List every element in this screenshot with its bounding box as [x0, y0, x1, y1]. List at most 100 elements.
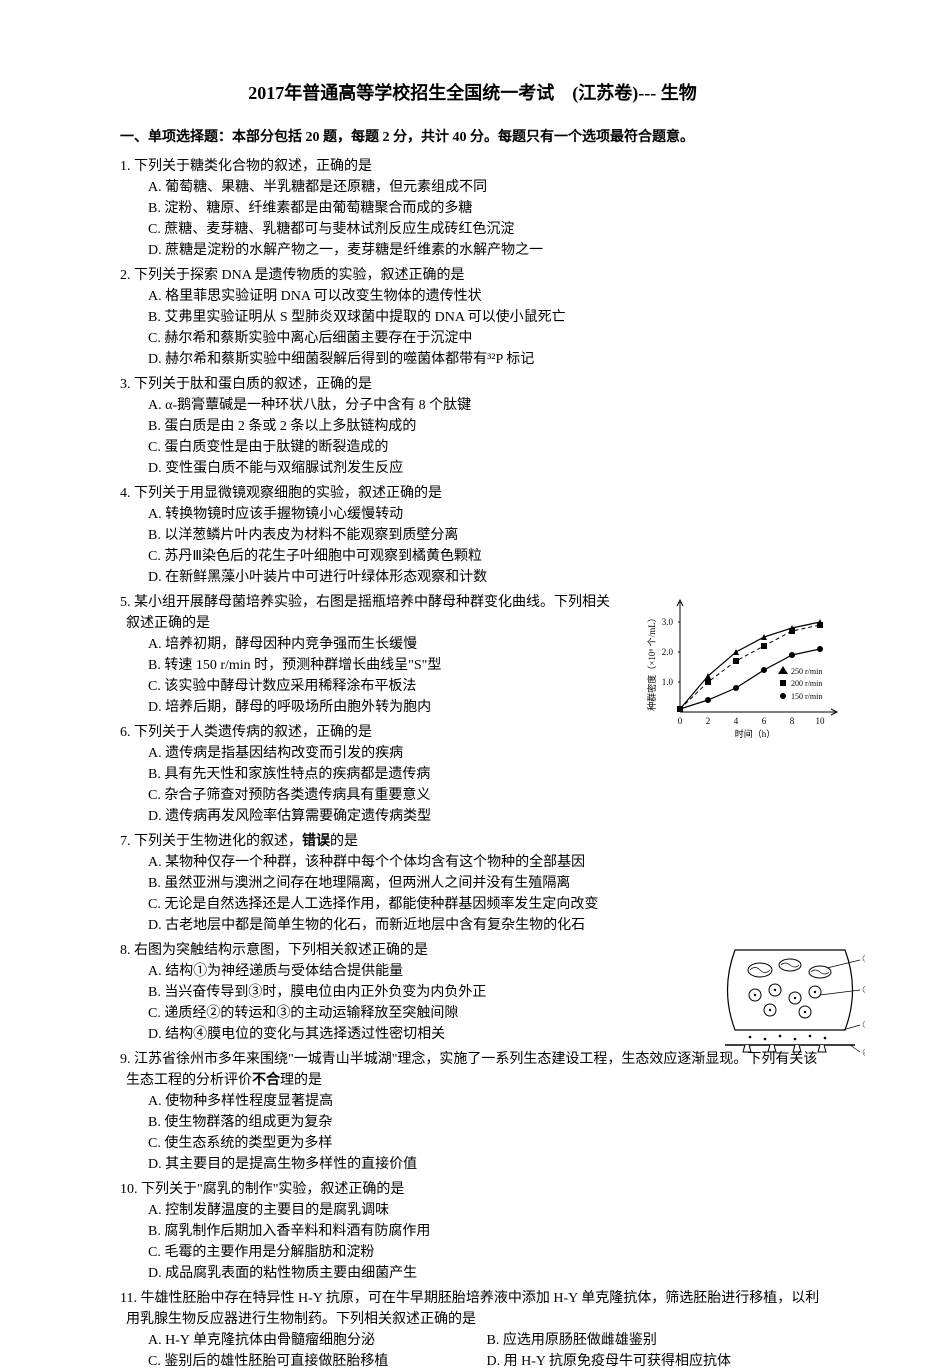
option-d: D. 培养后期，酵母的呼吸场所由胞外转为胞内	[148, 697, 615, 718]
option-d: D. 遗传病再发风险率估算需要确定遗传病类型	[148, 806, 825, 827]
q-num: 7.	[120, 834, 131, 849]
option-d: D. 用 H-Y 抗原免疫母牛可获得相应抗体	[487, 1351, 826, 1372]
options: A. 遗传病是指基因结构改变而引发的疾病 B. 具有先天性和家族性特点的疾病都是…	[120, 743, 825, 827]
option-b: B. 艾弗里实验证明从 S 型肺炎双球菌中提取的 DNA 可以使小鼠死亡	[148, 307, 825, 328]
q-num: 6.	[120, 725, 131, 740]
option-c: C. 使生态系统的类型更为多样	[148, 1133, 825, 1154]
option-b: B. 应选用原肠胚做雌雄鉴别	[487, 1330, 826, 1351]
option-b: B. 虽然亚洲与澳洲之间存在地理隔离，但两洲人之间并没有生殖隔离	[148, 873, 825, 894]
options-row-1: A. H-Y 单克隆抗体由骨髓瘤细胞分泌 B. 应选用原肠胚做雌雄鉴别	[120, 1330, 825, 1351]
option-d: D. 赫尔希和蔡斯实验中细菌裂解后得到的噬菌体都带有³²P 标记	[148, 349, 825, 370]
option-d: D. 成品腐乳表面的粘性物质主要由细菌产生	[148, 1263, 825, 1284]
option-a: A. 某物种仅存一个种群，该种群中每个个体均含有这个物种的全部基因	[148, 852, 825, 873]
option-b: B. 腐乳制作后期加入香辛料和料酒有防腐作用	[148, 1221, 825, 1242]
q-stem-text: 某小组开展酵母菌培养实验，右图是摇瓶培养中酵母种群变化曲线。下列相关叙述正确的是	[126, 595, 610, 631]
q-stem-text: 下列关于人类遗传病的叙述，正确的是	[134, 725, 372, 740]
option-d: D. 蔗糖是淀粉的水解产物之一，麦芽糖是纤维素的水解产物之一	[148, 240, 825, 261]
option-d: D. 结构④膜电位的变化与其选择透过性密切相关	[148, 1024, 665, 1045]
q-stem-text: 下列关于探索 DNA 是遗传物质的实验，叙述正确的是	[134, 268, 465, 283]
option-a: A. 使物种多样性程度显著提高	[148, 1091, 825, 1112]
question-2: 2. 下列关于探索 DNA 是遗传物质的实验，叙述正确的是 A. 格里菲思实验证…	[120, 265, 825, 370]
option-a: A. 遗传病是指基因结构改变而引发的疾病	[148, 743, 825, 764]
q-stem-text: 下列关于肽和蛋白质的叙述，正确的是	[134, 377, 372, 392]
option-a: A. 控制发酵温度的主要目的是腐乳调味	[148, 1200, 825, 1221]
option-b: B. 蛋白质是由 2 条或 2 条以上多肽链构成的	[148, 416, 825, 437]
option-c: C. 毛霉的主要作用是分解脂肪和淀粉	[148, 1242, 825, 1263]
option-d: D. 古老地层中都是简单生物的化石，而新近地层中含有复杂生物的化石	[148, 915, 825, 936]
questions-container: 1. 下列关于糖类化合物的叙述，正确的是 A. 葡萄糖、果糖、半乳糖都是还原糖，…	[120, 156, 825, 1372]
svg-text:1.0: 1.0	[662, 677, 674, 687]
option-a: A. 格里菲思实验证明 DNA 可以改变生物体的遗传性状	[148, 286, 825, 307]
question-10: 10. 下列关于"腐乳的制作"实验，叙述正确的是 A. 控制发酵温度的主要目的是…	[120, 1179, 825, 1284]
option-b: B. 转速 150 r/min 时，预测种群增长曲线呈"S"型	[148, 655, 615, 676]
question-7: 7. 下列关于生物进化的叙述，错误的是 A. 某物种仅存一个种群，该种群中每个个…	[120, 831, 825, 936]
question-9: 9. 江苏省徐州市多年来围绕"一城青山半城湖"理念，实施了一系列生态建设工程，生…	[120, 1049, 825, 1175]
svg-text:2.0: 2.0	[662, 647, 674, 657]
options: A. α-鹅膏蕈碱是一种环状八肽，分子中含有 8 个肽键 B. 蛋白质是由 2 …	[120, 395, 825, 479]
option-c: C. 鉴别后的雄性胚胎可直接做胚胎移植	[148, 1351, 487, 1372]
svg-text:3.0: 3.0	[662, 617, 674, 627]
q-num: 11.	[120, 1291, 137, 1306]
options: A. 格里菲思实验证明 DNA 可以改变生物体的遗传性状 B. 艾弗里实验证明从…	[120, 286, 825, 370]
options: A. 某物种仅存一个种群，该种群中每个个体均含有这个物种的全部基因 B. 虽然亚…	[120, 852, 825, 936]
option-a: A. 葡萄糖、果糖、半乳糖都是还原糖，但元素组成不同	[148, 177, 825, 198]
options: A. 转换物镜时应该手握物镜小心缓慢转动 B. 以洋葱鳞片叶内表皮为材料不能观察…	[120, 504, 825, 588]
option-c: C. 苏丹Ⅲ染色后的花生子叶细胞中可观察到橘黄色颗粒	[148, 546, 825, 567]
q-num: 9.	[120, 1052, 131, 1067]
svg-text:②: ②	[862, 985, 865, 996]
option-a: A. α-鹅膏蕈碱是一种环状八肽，分子中含有 8 个肽键	[148, 395, 825, 416]
q-num: 5.	[120, 595, 131, 610]
option-a: A. 培养初期，酵母因种内竞争强而生长缓慢	[148, 634, 615, 655]
question-5: 1.0 2.0 3.0 0 2 4 6 8 10	[120, 592, 825, 718]
option-b: B. 具有先天性和家族性特点的疾病都是遗传病	[148, 764, 825, 785]
option-d: D. 在新鲜黑藻小叶装片中可进行叶绿体形态观察和计数	[148, 567, 825, 588]
question-4: 4. 下列关于用显微镜观察细胞的实验，叙述正确的是 A. 转换物镜时应该手握物镜…	[120, 483, 825, 588]
svg-text:种群密度（×10⁶ 个/mL）: 种群密度（×10⁶ 个/mL）	[646, 613, 657, 710]
option-c: C. 赫尔希和蔡斯实验中离心后细菌主要存在于沉淀中	[148, 328, 825, 349]
option-c: C. 该实验中酵母计数应采用稀释涂布平板法	[148, 676, 615, 697]
question-8: ① ② ③ ④ 8. 右图为突触结构示意图，下列相关叙述正确的是 A. 结构①为…	[120, 940, 825, 1045]
q-stem-text: 牛雄性胚胎中存在特异性 H-Y 抗原，可在牛早期胚胎培养液中添加 H-Y 单克隆…	[126, 1291, 819, 1327]
question-11: 11. 牛雄性胚胎中存在特异性 H-Y 抗原，可在牛早期胚胎培养液中添加 H-Y…	[120, 1288, 825, 1372]
option-b: B. 当兴奋传导到③时，膜电位由内正外负变为内负外正	[148, 982, 665, 1003]
question-1: 1. 下列关于糖类化合物的叙述，正确的是 A. 葡萄糖、果糖、半乳糖都是还原糖，…	[120, 156, 825, 261]
svg-text:①: ①	[862, 954, 865, 965]
option-c: C. 递质经②的转运和③的主动运输释放至突触间隙	[148, 1003, 665, 1024]
svg-text:150 r/min: 150 r/min	[791, 692, 822, 701]
option-a: A. 转换物镜时应该手握物镜小心缓慢转动	[148, 504, 825, 525]
page-title: 2017年普通高等学校招生全国统一考试 (江苏卷)--- 生物	[120, 80, 825, 107]
q-num: 10.	[120, 1182, 138, 1197]
q-num: 1.	[120, 159, 131, 174]
option-b: B. 淀粉、糖原、纤维素都是由葡萄糖聚合而成的多糖	[148, 198, 825, 219]
option-c: C. 无论是自然选择还是人工选择作用，都能使种群基因频率发生定向改变	[148, 894, 825, 915]
q-num: 3.	[120, 377, 131, 392]
option-c: C. 蔗糖、麦芽糖、乳糖都可与斐林试剂反应生成砖红色沉淀	[148, 219, 825, 240]
q-stem-text: 下列关于"腐乳的制作"实验，叙述正确的是	[141, 1182, 404, 1197]
svg-text:③: ③	[862, 1020, 865, 1031]
svg-text:④: ④	[862, 1048, 865, 1059]
option-d: D. 变性蛋白质不能与双缩脲试剂发生反应	[148, 458, 825, 479]
svg-text:200 r/min: 200 r/min	[791, 679, 822, 688]
section-instructions: 一、单项选择题：本部分包括 20 题，每题 2 分，共计 40 分。每题只有一个…	[120, 127, 825, 148]
option-b: B. 使生物群落的组成更为复杂	[148, 1112, 825, 1133]
q-num: 2.	[120, 268, 131, 283]
q-stem-text: 下列关于糖类化合物的叙述，正确的是	[134, 159, 372, 174]
chart-q5: 1.0 2.0 3.0 0 2 4 6 8 10	[645, 592, 845, 742]
question-3: 3. 下列关于肽和蛋白质的叙述，正确的是 A. α-鹅膏蕈碱是一种环状八肽，分子…	[120, 374, 825, 479]
option-c: C. 蛋白质变性是由于肽键的断裂造成的	[148, 437, 825, 458]
q-stem-text: 右图为突触结构示意图，下列相关叙述正确的是	[134, 943, 428, 958]
q-num: 8.	[120, 943, 131, 958]
options: A. 控制发酵温度的主要目的是腐乳调味 B. 腐乳制作后期加入香辛料和料酒有防腐…	[120, 1200, 825, 1284]
options: A. 葡萄糖、果糖、半乳糖都是还原糖，但元素组成不同 B. 淀粉、糖原、纤维素都…	[120, 177, 825, 261]
option-b: B. 以洋葱鳞片叶内表皮为材料不能观察到质壁分离	[148, 525, 825, 546]
options-row-2: C. 鉴别后的雄性胚胎可直接做胚胎移植 D. 用 H-Y 抗原免疫母牛可获得相应…	[120, 1351, 825, 1372]
svg-text:250 r/min: 250 r/min	[791, 667, 822, 676]
option-a: A. 结构①为神经递质与受体结合提供能量	[148, 961, 665, 982]
q-stem-text: 下列关于用显微镜观察细胞的实验，叙述正确的是	[134, 486, 442, 501]
option-d: D. 其主要目的是提高生物多样性的直接价值	[148, 1154, 825, 1175]
q-num: 4.	[120, 486, 131, 501]
question-6: 6. 下列关于人类遗传病的叙述，正确的是 A. 遗传病是指基因结构改变而引发的疾…	[120, 722, 825, 827]
options: A. 使物种多样性程度显著提高 B. 使生物群落的组成更为复杂 C. 使生态系统…	[120, 1091, 825, 1175]
option-a: A. H-Y 单克隆抗体由骨髓瘤细胞分泌	[148, 1330, 487, 1351]
option-c: C. 杂合子筛查对预防各类遗传病具有重要意义	[148, 785, 825, 806]
